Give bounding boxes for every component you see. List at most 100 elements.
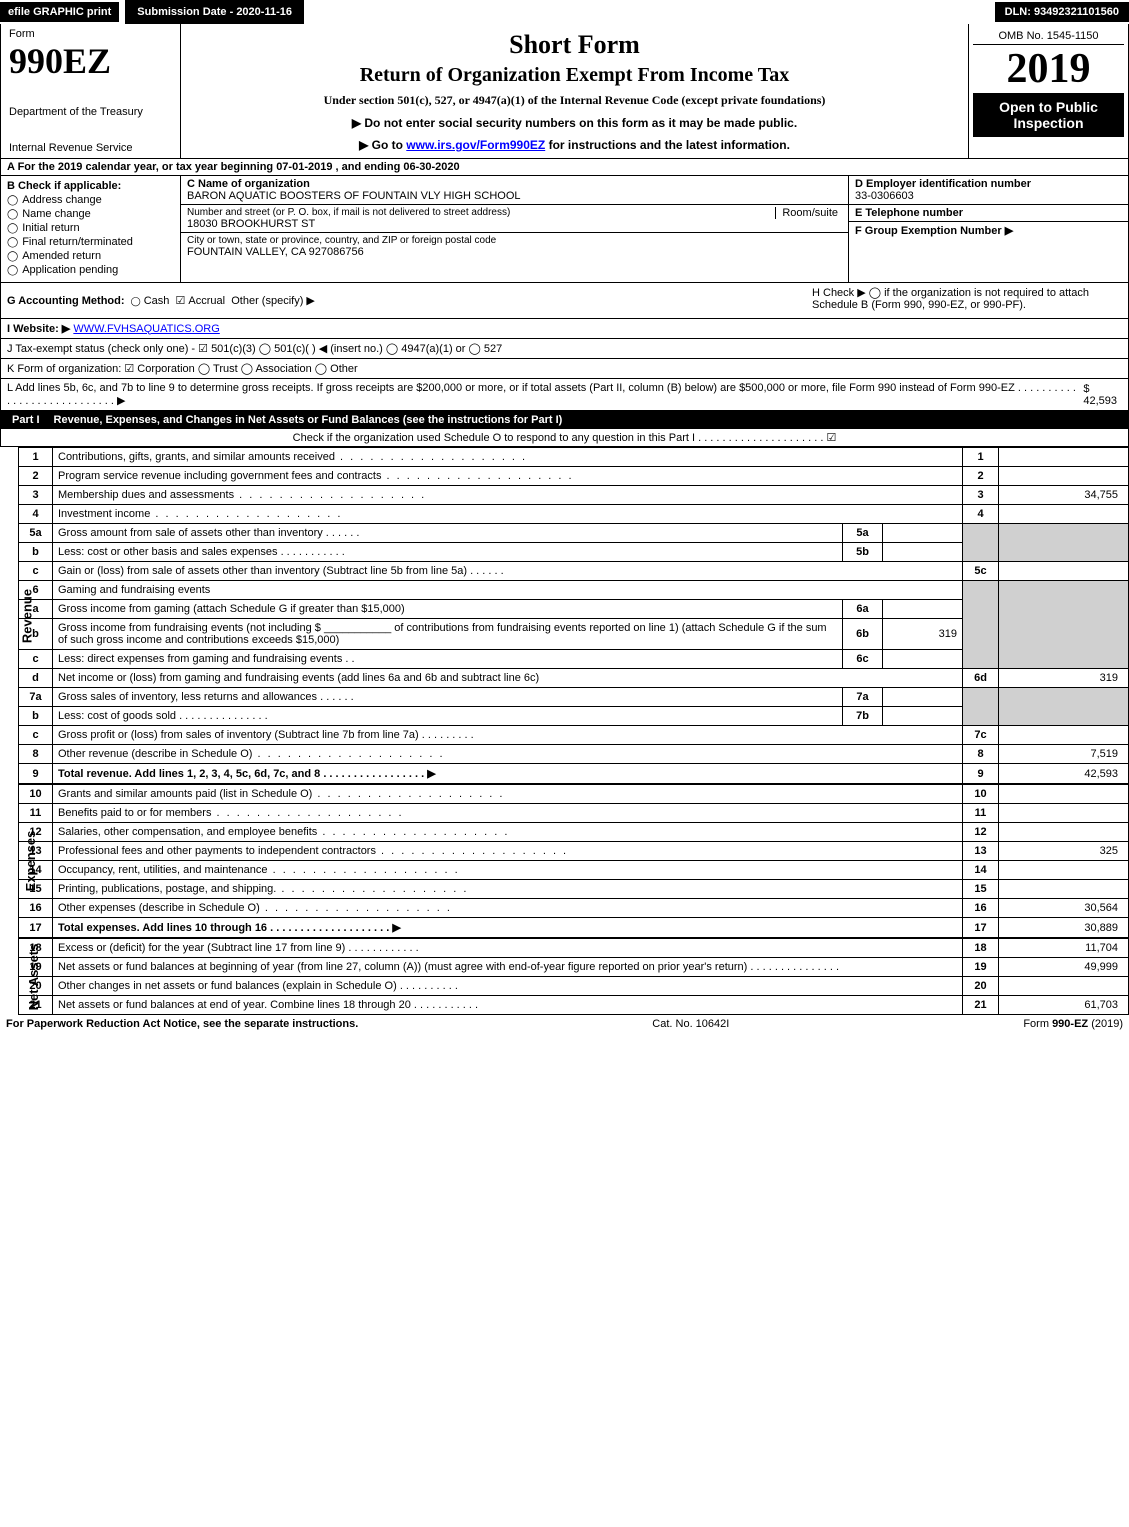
line-10: 10Grants and similar amounts paid (list … [19, 785, 1129, 804]
efile-label[interactable]: efile GRAPHIC print [0, 2, 119, 22]
revenue-side-label: Revenue [20, 588, 35, 642]
col-d-ein: D Employer identification number 33-0306… [848, 176, 1128, 282]
row-l-gross-receipts: L Add lines 5b, 6c, and 7b to line 9 to … [0, 379, 1129, 411]
line-6d: dNet income or (loss) from gaming and fu… [19, 669, 1129, 688]
cb-initial-return[interactable]: Initial return [7, 222, 174, 234]
expenses-section: Expenses 10Grants and similar amounts pa… [0, 784, 1129, 938]
footer-left: For Paperwork Reduction Act Notice, see … [6, 1018, 358, 1030]
line-13: 13Professional fees and other payments t… [19, 842, 1129, 861]
line-8: 8Other revenue (describe in Schedule O)8… [19, 745, 1129, 764]
line-16: 16Other expenses (describe in Schedule O… [19, 899, 1129, 918]
line-2: 2Program service revenue including gover… [19, 467, 1129, 486]
omb-number: OMB No. 1545-1150 [973, 28, 1124, 45]
c-name-value: BARON AQUATIC BOOSTERS OF FOUNTAIN VLY H… [187, 190, 842, 202]
line-5b: bLess: cost or other basis and sales exp… [19, 543, 1129, 562]
line-5a: 5aGross amount from sale of assets other… [19, 524, 1129, 543]
row-j-tax-status: J Tax-exempt status (check only one) - ☑… [0, 339, 1129, 359]
footer-right: Form 990-EZ (2019) [1023, 1018, 1123, 1030]
c-city-value: FOUNTAIN VALLEY, CA 927086756 [187, 246, 842, 258]
col-b-title: B Check if applicable: [7, 180, 174, 192]
dept-irs: Internal Revenue Service [9, 142, 172, 154]
cb-name-change[interactable]: Name change [7, 208, 174, 220]
revenue-section: Revenue 1Contributions, gifts, grants, a… [0, 447, 1129, 784]
part1-label: Part I [6, 414, 46, 426]
ssn-warning: ▶ Do not enter social security numbers o… [189, 116, 960, 130]
l-amount: $ 42,593 [1083, 383, 1122, 407]
header-center: Short Form Return of Organization Exempt… [181, 24, 968, 158]
f-group-label: F Group Exemption Number ▶ [855, 224, 1122, 237]
part1-sub: Check if the organization used Schedule … [0, 429, 1129, 447]
expenses-side-label: Expenses [23, 831, 38, 892]
line-20: 20Other changes in net assets or fund ba… [19, 977, 1129, 996]
dept-treasury: Department of the Treasury [9, 106, 172, 118]
subtitle: Under section 501(c), 527, or 4947(a)(1)… [189, 93, 960, 108]
e-phone-label: E Telephone number [855, 207, 1122, 219]
line-3: 3Membership dues and assessments334,755 [19, 486, 1129, 505]
col-b-checkboxes: B Check if applicable: Address change Na… [1, 176, 181, 282]
line-11: 11Benefits paid to or for members11 [19, 804, 1129, 823]
c-addr-label: Number and street (or P. O. box, if mail… [187, 207, 842, 218]
h-schedule-b: H Check ▶ ◯ if the organization is not r… [812, 286, 1122, 311]
row-i-website: I Website: ▶ WWW.FVHSAQUATICS.ORG [0, 319, 1129, 339]
netassets-section: Net Assets 18Excess or (deficit) for the… [0, 938, 1129, 1015]
header-grid: B Check if applicable: Address change Na… [0, 176, 1129, 283]
i-label: I Website: ▶ [7, 322, 70, 335]
page-footer: For Paperwork Reduction Act Notice, see … [0, 1015, 1129, 1033]
open-public: Open to Public Inspection [973, 93, 1124, 137]
line-15: 15Printing, publications, postage, and s… [19, 880, 1129, 899]
tax-year: 2019 [973, 45, 1124, 93]
line-7c: cGross profit or (loss) from sales of in… [19, 726, 1129, 745]
revenue-table: 1Contributions, gifts, grants, and simil… [18, 447, 1129, 784]
line-17: 17Total expenses. Add lines 10 through 1… [19, 918, 1129, 938]
line-12: 12Salaries, other compensation, and empl… [19, 823, 1129, 842]
line-6: 6Gaming and fundraising events [19, 581, 1129, 600]
c-addr-value: 18030 BROOKHURST ST [187, 218, 842, 230]
netassets-side-label: Net Assets [26, 943, 41, 1010]
title-short-form: Short Form [189, 30, 960, 60]
line-21: 21Net assets or fund balances at end of … [19, 996, 1129, 1015]
goto-link-row: ▶ Go to www.irs.gov/Form990EZ for instru… [189, 138, 960, 152]
line-9: 9Total revenue. Add lines 1, 2, 3, 4, 5c… [19, 764, 1129, 784]
cb-final-return[interactable]: Final return/terminated [7, 236, 174, 248]
form-header: Form 990EZ Department of the Treasury In… [0, 24, 1129, 159]
d-ein-label: D Employer identification number [855, 178, 1122, 190]
g-label: G Accounting Method: [7, 295, 125, 307]
cb-accrual[interactable]: Accrual [176, 294, 226, 307]
part1-header: Part I Revenue, Expenses, and Changes in… [0, 411, 1129, 429]
title-return: Return of Organization Exempt From Incom… [189, 64, 960, 87]
line-19: 19Net assets or fund balances at beginni… [19, 958, 1129, 977]
irs-link[interactable]: www.irs.gov/Form990EZ [406, 138, 545, 152]
part1-title: Revenue, Expenses, and Changes in Net As… [54, 414, 563, 426]
c-city-label: City or town, state or province, country… [187, 235, 842, 246]
line-6c: cLess: direct expenses from gaming and f… [19, 650, 1129, 669]
cb-other[interactable]: Other (specify) ▶ [231, 294, 315, 307]
line-7a: 7aGross sales of inventory, less returns… [19, 688, 1129, 707]
cb-address-change[interactable]: Address change [7, 194, 174, 206]
footer-mid: Cat. No. 10642I [652, 1018, 729, 1030]
line-5c: cGain or (loss) from sale of assets othe… [19, 562, 1129, 581]
row-g-accounting: G Accounting Method: Cash Accrual Other … [0, 283, 1129, 319]
line-6a: aGross income from gaming (attach Schedu… [19, 600, 1129, 619]
form-label: Form [9, 28, 172, 40]
c-room-label: Room/suite [775, 207, 838, 219]
header-left: Form 990EZ Department of the Treasury In… [1, 24, 181, 158]
cb-application-pending[interactable]: Application pending [7, 264, 174, 276]
header-right: OMB No. 1545-1150 2019 Open to Public In… [968, 24, 1128, 158]
line-18: 18Excess or (deficit) for the year (Subt… [19, 939, 1129, 958]
col-c-org-info: C Name of organization BARON AQUATIC BOO… [181, 176, 848, 282]
line-4: 4Investment income4 [19, 505, 1129, 524]
row-k-org-form: K Form of organization: ☑ Corporation ◯ … [0, 359, 1129, 379]
dln-label: DLN: 93492321101560 [995, 2, 1129, 22]
c-name-label: C Name of organization [187, 178, 842, 190]
line-7b: bLess: cost of goods sold . . . . . . . … [19, 707, 1129, 726]
line-14: 14Occupancy, rent, utilities, and mainte… [19, 861, 1129, 880]
line-6b: bGross income from fundraising events (n… [19, 619, 1129, 650]
expenses-table: 10Grants and similar amounts paid (list … [18, 784, 1129, 938]
netassets-table: 18Excess or (deficit) for the year (Subt… [18, 938, 1129, 1015]
cb-amended-return[interactable]: Amended return [7, 250, 174, 262]
top-bar: efile GRAPHIC print Submission Date - 20… [0, 0, 1129, 24]
cb-cash[interactable]: Cash [131, 295, 170, 307]
website-link[interactable]: WWW.FVHSAQUATICS.ORG [73, 323, 219, 335]
form-number: 990EZ [9, 40, 172, 82]
submission-date: Submission Date - 2020-11-16 [125, 0, 304, 24]
